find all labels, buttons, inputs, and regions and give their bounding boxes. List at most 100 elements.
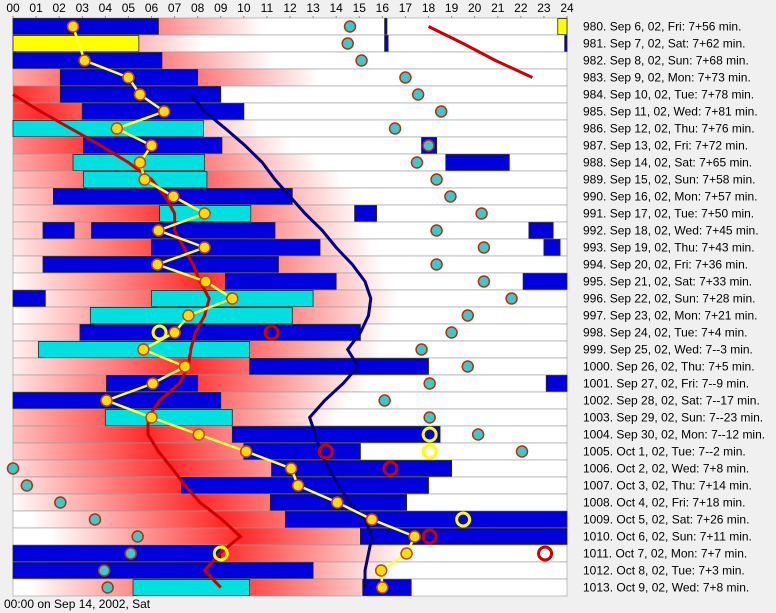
row-label: 985. Sep 11, 02, Wed: 7+81 min. bbox=[583, 105, 758, 119]
row-label: 994. Sep 20, 02, Fri: 7+36 min. bbox=[583, 258, 748, 272]
sleep-block bbox=[12, 18, 159, 35]
ring bbox=[317, 443, 334, 460]
phase-line bbox=[189, 93, 374, 588]
midpoint-dot bbox=[133, 156, 147, 169]
sleep-block bbox=[360, 528, 568, 545]
teal-dot bbox=[475, 207, 488, 220]
midpoint-dot bbox=[137, 343, 150, 356]
midpoint-dot bbox=[100, 394, 113, 407]
sleep-block bbox=[249, 358, 429, 375]
midpoint-dot bbox=[146, 377, 159, 390]
teal-dot bbox=[399, 71, 412, 84]
teal-dot bbox=[430, 258, 443, 271]
row-background bbox=[12, 374, 568, 393]
x-tick-label: 17 bbox=[399, 1, 413, 15]
x-tick-label: 08 bbox=[191, 1, 205, 15]
teal-dot bbox=[410, 156, 424, 169]
teal-dot bbox=[461, 360, 474, 373]
row-label: 1000. Sep 26, 02, Thu: 7+5 min. bbox=[583, 360, 755, 374]
teal-dot bbox=[97, 564, 111, 577]
sleep-block bbox=[564, 35, 568, 52]
row-label: 1003. Sep 29, 02, Sun: 7--23 min. bbox=[583, 411, 763, 425]
teal-dot bbox=[477, 275, 491, 288]
row-label: 990. Sep 16, 02, Mon: 7+57 min. bbox=[583, 190, 757, 204]
ring bbox=[455, 511, 472, 528]
x-tick-label: 01 bbox=[29, 1, 43, 15]
teal-dot bbox=[6, 462, 20, 475]
x-tick-label: 10 bbox=[237, 1, 251, 15]
x-tick-label: 21 bbox=[491, 1, 505, 15]
x-tick-label: 20 bbox=[468, 1, 482, 15]
sleep-block bbox=[12, 392, 222, 409]
x-tick-label: 15 bbox=[353, 1, 367, 15]
midpoint-dot bbox=[365, 513, 379, 526]
teal-dot bbox=[445, 326, 458, 339]
teal-dot bbox=[343, 20, 357, 33]
ring bbox=[421, 528, 438, 545]
midpoint-dot bbox=[133, 88, 147, 101]
row-label: 995. Sep 21, 02, Sat: 7+33 min. bbox=[583, 275, 752, 289]
teal-dot bbox=[423, 411, 436, 424]
row-label: 993. Sep 19, 02, Thu: 7+43 min. bbox=[583, 241, 755, 255]
footer: 00:00 on Sep 14, 2002, Sat bbox=[4, 597, 151, 611]
row-label: 1006. Oct 2, 02, Wed: 7+8 min. bbox=[583, 462, 749, 476]
midpoint-dot bbox=[145, 411, 158, 424]
midpoint-dot bbox=[78, 54, 91, 67]
midpoint-dot bbox=[151, 258, 164, 271]
midpoint-dot bbox=[167, 190, 180, 203]
teal-dot bbox=[355, 54, 368, 67]
row-label: 1012. Oct 8, 02, Tue: 7+3 min. bbox=[583, 564, 745, 578]
row-label: 991. Sep 17, 02, Tue: 7+50 min. bbox=[583, 207, 754, 221]
sleep-block bbox=[557, 18, 568, 35]
teal-dot bbox=[388, 122, 402, 135]
row-label: 989. Sep 15, 02, Sun: 7+58 min. bbox=[583, 173, 755, 187]
midpoint-dot bbox=[408, 530, 421, 543]
row-label: 983. Sep 9, 02, Mon: 7+73 min. bbox=[583, 71, 751, 85]
x-tick-label: 00 bbox=[6, 1, 20, 15]
teal-dot bbox=[88, 513, 102, 526]
sleep-block bbox=[271, 460, 452, 477]
row-label: 1010. Oct 6, 02, Sun: 7+11 min. bbox=[583, 530, 752, 544]
x-tick-label: 14 bbox=[329, 1, 343, 15]
row-label: 992. Sep 18, 02, Wed: 7+45 min. bbox=[583, 224, 759, 238]
row-label: 984. Sep 10, 02, Tue: 7+78 min. bbox=[583, 88, 754, 102]
x-tick-label: 12 bbox=[283, 1, 297, 15]
midpoint-dot bbox=[138, 173, 151, 186]
row-label: 998. Sep 24, 02, Tue: 7+4 min. bbox=[583, 326, 747, 340]
x-tick-label: 23 bbox=[537, 1, 551, 15]
midpoint-dot bbox=[199, 275, 212, 288]
row-label: 986. Sep 12, 02, Thu: 7+76 min. bbox=[583, 122, 755, 136]
ring bbox=[382, 460, 399, 477]
teal-dot bbox=[411, 88, 425, 101]
midpoint-dot bbox=[198, 207, 211, 220]
teal-dot bbox=[131, 530, 144, 543]
teal-dot bbox=[444, 190, 457, 203]
sleep-block bbox=[522, 273, 568, 290]
sleep-block bbox=[545, 375, 568, 392]
row-label: 981. Sep 7, 02, Sat: 7+62 min. bbox=[583, 37, 745, 51]
row-label: 999. Sep 25, 02, Wed: 7--3 min. bbox=[583, 343, 753, 357]
teal-dot bbox=[20, 479, 34, 492]
teal-dot bbox=[423, 377, 436, 390]
phase-line bbox=[427, 25, 534, 79]
x-tick-label: 13 bbox=[306, 1, 320, 15]
midpoint-dot bbox=[284, 462, 298, 475]
midpoint-dot bbox=[374, 564, 388, 577]
midpoint-dot bbox=[376, 581, 389, 594]
sleep-block bbox=[91, 222, 276, 239]
teal-dot bbox=[378, 394, 391, 407]
sleep-block bbox=[384, 18, 388, 35]
teal-dot bbox=[430, 173, 443, 186]
row-label: 1005. Oct 1, 02, Tue: 7--2 min. bbox=[583, 445, 746, 459]
x-tick-label: 22 bbox=[514, 1, 528, 15]
midpoint-dot bbox=[178, 360, 192, 373]
midpoint-dot bbox=[226, 292, 239, 305]
sleep-block bbox=[12, 562, 314, 579]
x-tick-label: 09 bbox=[214, 1, 228, 15]
x-tick-label: 18 bbox=[422, 1, 436, 15]
row-label: 1013. Oct 9, 02, Wed: 7+8 min. bbox=[583, 581, 749, 595]
ring bbox=[212, 545, 229, 562]
teal-dot bbox=[124, 547, 137, 560]
teal-dot bbox=[341, 37, 354, 50]
